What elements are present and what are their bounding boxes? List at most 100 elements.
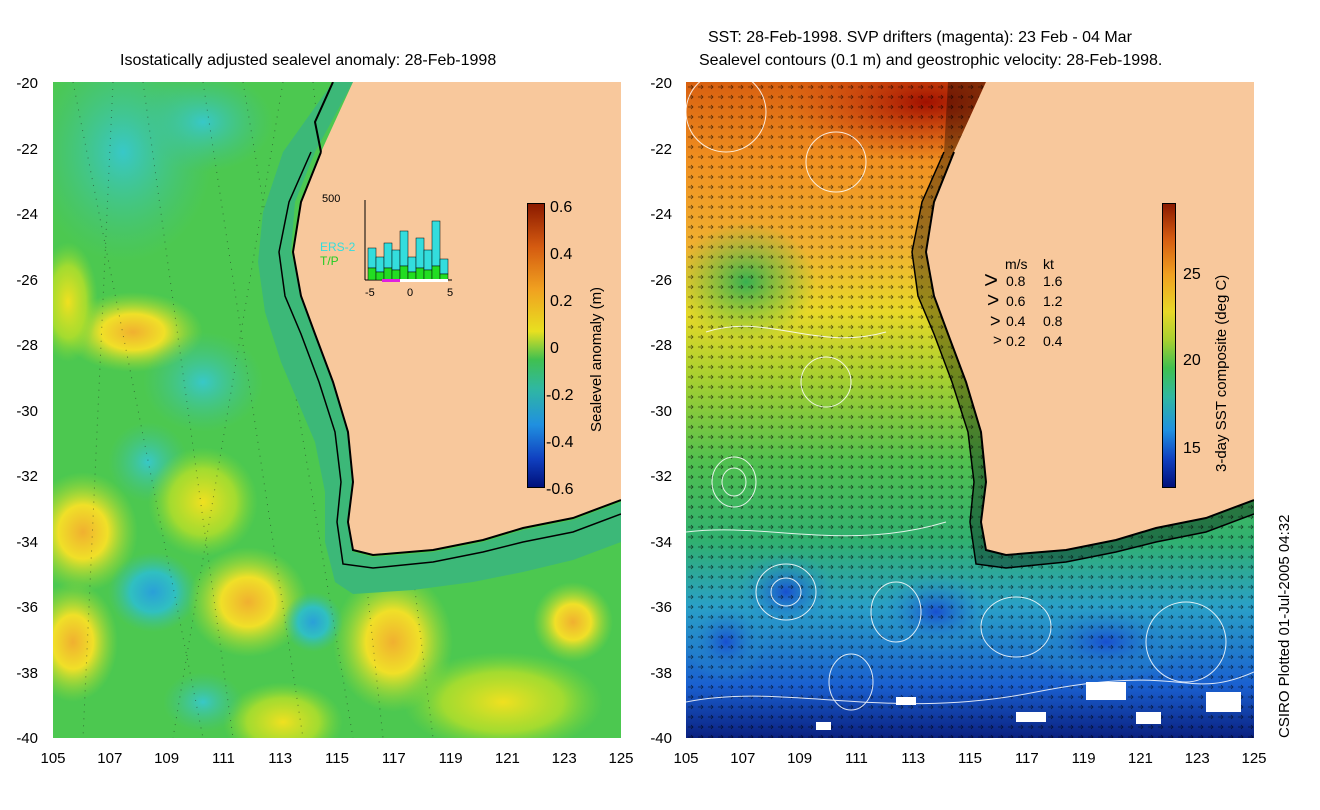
left-y-tick-0: -20 — [16, 75, 38, 92]
sla-colorbar-tick-3: 0 — [550, 340, 559, 357]
sst-colorbar-label: 3-day SST composite (deg C) — [1213, 274, 1230, 472]
inset-x-tick-0: 0 — [407, 287, 414, 299]
inset-ers2-bar — [375, 256, 385, 273]
sla-colorbar-tick-2: 0.2 — [550, 293, 573, 310]
left-x-tick-4: 113 — [268, 750, 293, 767]
right-y-tick-8: -36 — [650, 599, 672, 616]
velocity-legend-arrow-icon: > — [987, 289, 1000, 312]
inset-ers2-label: ERS-2 — [320, 240, 356, 254]
inset-ers2-bar — [415, 237, 425, 269]
velocity-legend-ms-value: 0.4 — [1006, 313, 1026, 329]
right-x-tick-8: 121 — [1127, 750, 1153, 767]
sla-colorbar-tick-1: 0.4 — [550, 246, 573, 263]
left-x-tick-3: 111 — [211, 750, 235, 767]
right-y-tick-5: -30 — [650, 402, 672, 420]
velocity-legend-kt-header: kt — [1043, 256, 1054, 272]
inset-ers2-bar — [367, 247, 377, 269]
right-panel-title-line1: SST: 28-Feb-1998. SVP drifters (magenta)… — [708, 29, 1132, 46]
sla-colorbar — [527, 203, 545, 488]
right-x-tick-7: 119 — [1071, 750, 1096, 767]
right-y-tick-0: -20 — [650, 75, 672, 92]
sst-colorbar-tick-0: 25 — [1183, 266, 1201, 283]
velocity-legend-kt-value: 1.2 — [1043, 293, 1063, 309]
sla-colorbar-tick-4: -0.2 — [546, 387, 574, 404]
left-x-tick-8: 121 — [494, 750, 520, 767]
right-y-tick-3: -26 — [650, 271, 672, 289]
right-x-tick-0: 105 — [673, 750, 699, 767]
left-y-tick-2: -24 — [16, 206, 38, 223]
velocity-legend-ms-header: m/s — [1005, 256, 1028, 272]
left-x-tick-2: 109 — [154, 750, 180, 767]
left-x-tick-7: 119 — [438, 750, 463, 767]
velocity-legend-arrow-icon: > — [993, 332, 1002, 349]
inset-tp-bar — [407, 271, 417, 281]
sla-colorbar-tick-5: -0.4 — [546, 434, 574, 451]
inset-tp-bar — [415, 267, 425, 281]
inset-ers2-bar — [423, 249, 433, 271]
left-y-tick-5: -30 — [16, 402, 38, 420]
left-panel-title: Isostatically adjusted sealevel anomaly:… — [120, 52, 497, 69]
inset-tp-bar — [423, 269, 433, 281]
inset-tp-bar — [391, 269, 401, 281]
sla-colorbar-label: Sealevel anomaly (m) — [588, 286, 605, 432]
sst-colorbar-tick-2: 15 — [1183, 440, 1201, 457]
left-x-tick-9: 123 — [551, 750, 577, 767]
velocity-legend-kt-value: 0.4 — [1043, 333, 1063, 349]
sla-colorbar-tick-0: 0.6 — [550, 199, 573, 216]
inset-x-tick-5: 5 — [447, 287, 454, 299]
right-x-tick-2: 109 — [787, 750, 813, 767]
left-y-tick-9: -38 — [16, 664, 38, 682]
right-y-tick-1: -22 — [650, 140, 672, 158]
track-histogram-inset — [364, 200, 452, 282]
right-x-tick-5: 115 — [958, 750, 982, 767]
left-y-tick-10: -40 — [16, 730, 38, 747]
right-x-tick-4: 113 — [901, 750, 926, 767]
velocity-legend-arrow-icon: > — [984, 267, 999, 294]
inset-tp-bar — [399, 265, 409, 281]
inset-y-max: 500 — [322, 193, 341, 205]
right-x-tick-3: 111 — [844, 750, 868, 767]
inset-x-tick-neg5: -5 — [365, 287, 375, 299]
sst-colorbar-tick-1: 20 — [1183, 352, 1201, 369]
velocity-legend-kt-value: 0.8 — [1043, 313, 1063, 329]
plot-credit: CSIRO Plotted 01-Jul-2005 04:32 — [1276, 514, 1293, 738]
velocity-legend-ms-value: 0.6 — [1006, 293, 1026, 309]
left-y-tick-4: -28 — [16, 337, 38, 354]
sst-map — [686, 82, 1254, 738]
inset-ers2-bar — [439, 258, 449, 275]
velocity-legend-kt-value: 1.6 — [1043, 273, 1063, 289]
left-x-tick-1: 107 — [97, 750, 123, 767]
left-y-tick-6: -32 — [16, 468, 38, 485]
right-y-tick-7: -34 — [650, 533, 672, 551]
right-y-tick-6: -32 — [650, 468, 672, 485]
right-x-tick-6: 117 — [1014, 750, 1039, 767]
left-y-tick-7: -34 — [16, 533, 38, 551]
right-x-tick-9: 123 — [1184, 750, 1210, 767]
left-x-tick-5: 115 — [325, 750, 349, 767]
right-x-tick-10: 125 — [1241, 750, 1267, 767]
right-y-tick-10: -40 — [650, 730, 672, 747]
inset-tp-bar — [383, 267, 393, 281]
left-x-tick-0: 105 — [40, 750, 66, 767]
inset-ers2-bar — [431, 220, 441, 267]
inset-ers2-bar — [391, 249, 401, 271]
right-panel-title-line2: Sealevel contours (0.1 m) and geostrophi… — [699, 52, 1163, 69]
inset-tp-bar — [367, 267, 377, 281]
velocity-legend-ms-value: 0.8 — [1006, 273, 1026, 289]
left-y-tick-8: -36 — [16, 599, 38, 616]
left-x-tick-10: 125 — [608, 750, 634, 767]
left-x-tick-6: 117 — [381, 750, 406, 767]
inset-ers2-bar — [407, 256, 417, 273]
inset-ers2-bar — [383, 242, 393, 269]
inset-ers2-bar — [399, 230, 409, 267]
velocity-legend-ms-value: 0.2 — [1006, 333, 1026, 349]
velocity-legend-arrow-icon: > — [990, 311, 1001, 331]
right-x-tick-1: 107 — [730, 750, 756, 767]
right-y-tick-2: -24 — [650, 206, 672, 223]
sst-colorbar — [1162, 203, 1176, 488]
inset-tp-label: T/P — [320, 254, 339, 268]
sla-colorbar-tick-6: -0.6 — [546, 481, 574, 498]
right-y-tick-9: -38 — [650, 664, 672, 682]
inset-tp-bar — [375, 271, 385, 281]
right-y-tick-4: -28 — [650, 337, 672, 354]
